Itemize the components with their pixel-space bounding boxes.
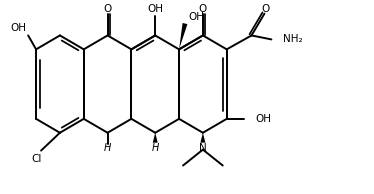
Text: OH: OH	[147, 4, 163, 14]
Text: O: O	[261, 4, 270, 14]
Text: O: O	[199, 4, 207, 14]
Text: NH₂: NH₂	[283, 34, 303, 44]
Polygon shape	[153, 133, 158, 143]
Text: H: H	[151, 143, 159, 153]
Text: N: N	[199, 143, 207, 153]
Text: Cl: Cl	[31, 154, 41, 164]
Text: H: H	[104, 143, 111, 153]
Text: O: O	[104, 4, 112, 14]
Polygon shape	[179, 23, 187, 49]
Text: OH: OH	[255, 114, 272, 124]
Text: OH: OH	[10, 23, 26, 34]
Text: OH: OH	[188, 12, 204, 22]
Polygon shape	[200, 133, 205, 143]
